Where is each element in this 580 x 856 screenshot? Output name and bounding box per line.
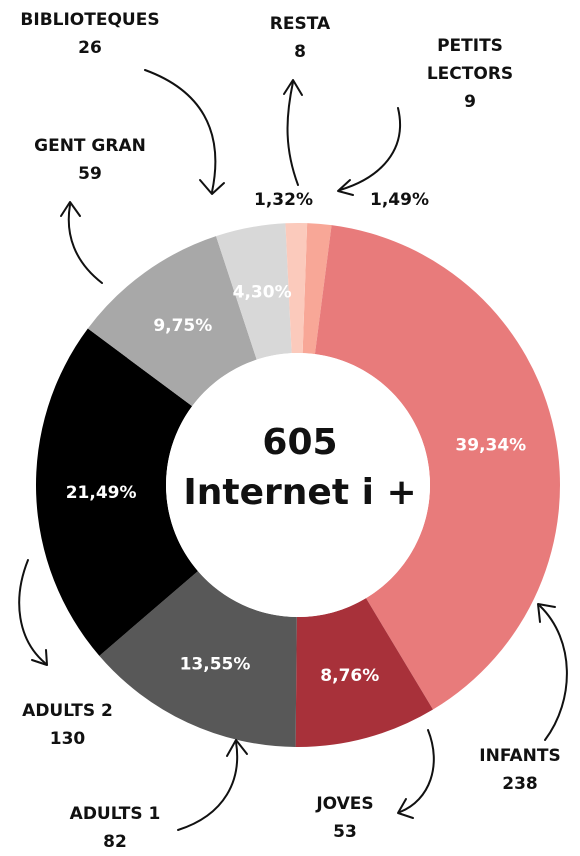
legend-count: 238	[502, 774, 538, 794]
legend-biblioteques: BIBLIOTEQUES 26	[10, 6, 170, 62]
arrow-gent-gran	[60, 201, 103, 284]
slice-percent-labels: 39,34% 8,76% 13,55% 21,49% 9,75% 4,30%	[66, 282, 527, 686]
annotation-arrows	[18, 69, 568, 831]
slice-resta	[285, 223, 308, 354]
legend-adults1: ADULTS 1 82	[50, 800, 180, 856]
legend-gent-gran: GENT GRAN 59	[15, 132, 165, 188]
legend-petits-lectors: PETITS LECTORS 9	[405, 32, 535, 116]
percent-label-resta: 1,32%	[254, 190, 313, 210]
legend-name: ADULTS 1	[69, 804, 161, 824]
percent-label-biblioteques: 4,30%	[233, 282, 292, 302]
legend-name-line: LECTORS	[426, 64, 514, 84]
legend-name: PETITS LECTORS	[405, 32, 535, 88]
legend-name: ADULTS 2	[22, 701, 113, 721]
legend-count: 82	[103, 832, 127, 852]
legend-count: 8	[294, 42, 306, 62]
arrow-biblioteques	[144, 69, 225, 195]
legend-count: 9	[464, 92, 476, 112]
donut-slices	[36, 223, 560, 747]
legend-adults2: ADULTS 2 130	[0, 697, 135, 753]
arrow-adults1	[177, 739, 248, 831]
center-total: 605	[262, 422, 338, 463]
slice-biblioteques	[216, 223, 292, 360]
percent-label-joves: 8,76%	[320, 666, 379, 686]
legend-count: 59	[78, 164, 102, 184]
arrow-resta	[283, 79, 303, 186]
percent-label-infants: 39,34%	[455, 436, 526, 456]
slice-gent-gran	[87, 236, 257, 407]
percent-label-petits-lectors: 1,49%	[370, 190, 429, 210]
legend-name: JOVES	[316, 794, 374, 814]
legend-joves: JOVES 53	[290, 790, 400, 846]
arrow-petits-lectors	[337, 107, 401, 196]
legend-count: 53	[333, 822, 357, 842]
arrow-joves	[397, 729, 435, 819]
arrow-infants	[537, 603, 568, 741]
legend-count: 130	[49, 729, 86, 749]
legend-count: 26	[78, 38, 102, 58]
donut-hole	[166, 353, 430, 617]
percent-label-adults1: 13,55%	[180, 655, 251, 675]
slice-petits-lectors	[302, 223, 332, 355]
legend-name: RESTA	[269, 14, 331, 34]
legend-name-line: PETITS	[437, 36, 503, 56]
slice-adults2	[36, 328, 198, 656]
legend-infants: INFANTS 238	[465, 742, 575, 798]
legend-resta: RESTA 8	[245, 10, 355, 66]
center-label: Internet i +	[183, 472, 417, 513]
legend-name: GENT GRAN	[34, 136, 146, 156]
legend-name: INFANTS	[479, 746, 561, 766]
slice-adults1	[99, 571, 297, 747]
slice-infants	[314, 225, 560, 710]
percent-label-adults2: 21,49%	[66, 483, 137, 503]
arrow-adults2	[18, 559, 48, 666]
slice-joves	[295, 598, 433, 747]
legend-name: BIBLIOTEQUES	[20, 10, 160, 30]
percent-label-gent-gran: 9,75%	[153, 316, 212, 336]
